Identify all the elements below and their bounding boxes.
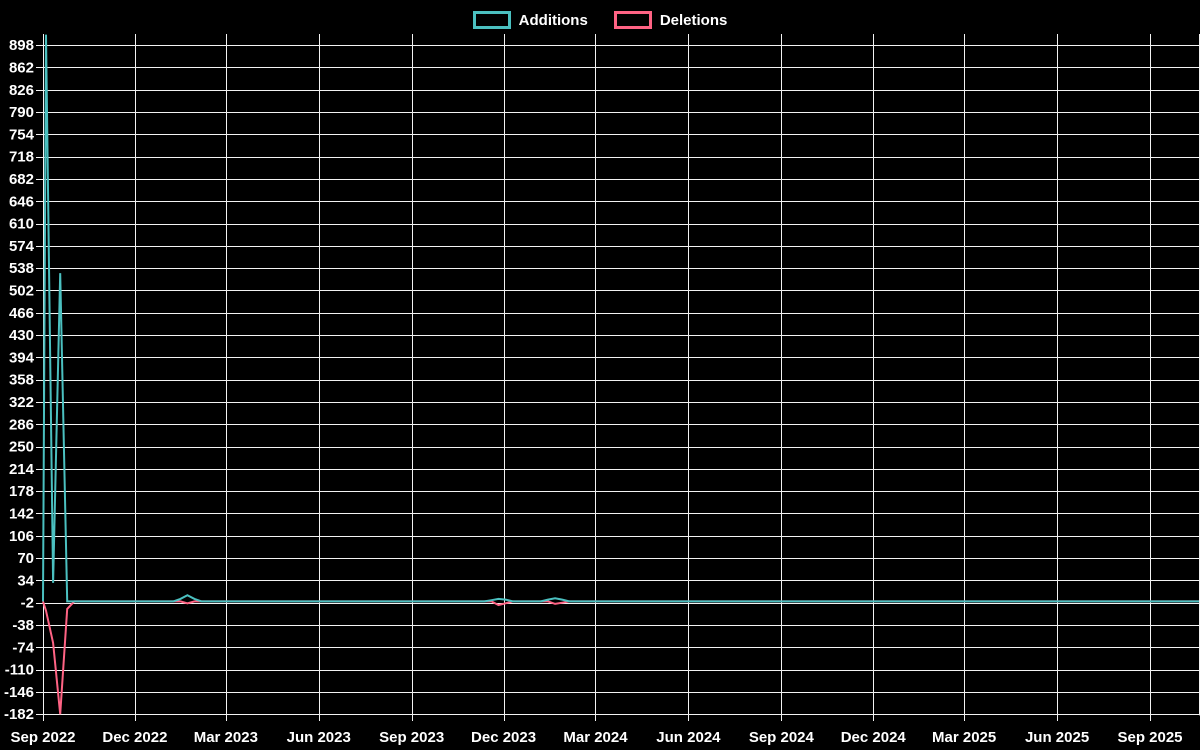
gridlines [36,34,1200,721]
y-tick-label: 286 [9,416,34,433]
x-tick-label: Sep 2025 [1117,729,1182,746]
deletions-swatch-icon [613,11,652,29]
y-tick-label: 466 [9,305,34,322]
y-tick-label: 862 [9,59,34,76]
legend-item-additions[interactable]: Additions [472,11,588,29]
y-tick-label: 214 [9,461,35,478]
chart-legend: Additions Deletions [0,8,1200,32]
y-tick-label: 826 [9,82,34,99]
y-tick-label: 430 [9,327,34,344]
x-tick-label: Jun 2024 [656,729,721,746]
x-tick-label: Dec 2022 [102,729,167,746]
y-tick-label: -74 [12,639,34,656]
y-tick-label: 754 [9,126,35,143]
x-tick-label: Dec 2023 [471,729,536,746]
y-tick-label: 322 [9,394,34,411]
x-tick-label: Mar 2023 [194,729,258,746]
y-tick-label: 142 [9,505,34,522]
y-tick-label: 106 [9,528,34,545]
additions-line [42,34,1199,603]
x-tick-label: Sep 2023 [379,729,444,746]
x-tick-label: Jun 2025 [1025,729,1089,746]
y-tick-label: 70 [17,550,34,567]
y-tick-label: 718 [9,149,34,166]
y-tick-label: -110 [5,662,34,679]
legend-label-deletions: Deletions [659,11,728,29]
x-tick-label: Dec 2024 [841,729,907,746]
x-tick-label: Mar 2025 [932,729,996,746]
y-tick-label: -182 [4,706,34,723]
y-tick-label: 358 [9,372,34,389]
y-tick-label: 682 [9,171,34,188]
legend-item-deletions[interactable]: Deletions [613,11,728,29]
x-tick-label: Jun 2023 [287,729,351,746]
y-tick-label: -2 [21,595,34,612]
deletions-line [42,600,1199,715]
x-axis-labels: Sep 2022 Dec 2022 Mar 2023 Jun 2023 Sep 2023… [10,729,1182,746]
y-tick-label: 790 [9,104,34,121]
additions-swatch-icon [472,11,511,29]
y-tick-label: 574 [9,238,35,255]
y-tick-label: -146 [4,684,34,701]
y-tick-label: 538 [9,260,34,277]
y-tick-label: -38 [12,617,34,634]
x-tick-label: Sep 2024 [749,729,815,746]
y-tick-label: 502 [9,282,34,299]
y-tick-label: 610 [9,216,34,233]
y-tick-label: 646 [9,193,34,210]
y-tick-label: 394 [9,349,35,366]
y-tick-label: 250 [9,439,34,456]
x-tick-label: Mar 2024 [563,729,628,746]
y-tick-label: 898 [9,37,34,54]
y-tick-label: 178 [9,483,34,500]
y-tick-label: 34 [17,572,34,589]
y-axis-labels: 898 862 826 790 754 718 682 646 610 574 538 502 466 4… [4,37,35,723]
x-tick-label: Sep 2022 [10,729,75,746]
legend-label-additions: Additions [518,11,588,29]
